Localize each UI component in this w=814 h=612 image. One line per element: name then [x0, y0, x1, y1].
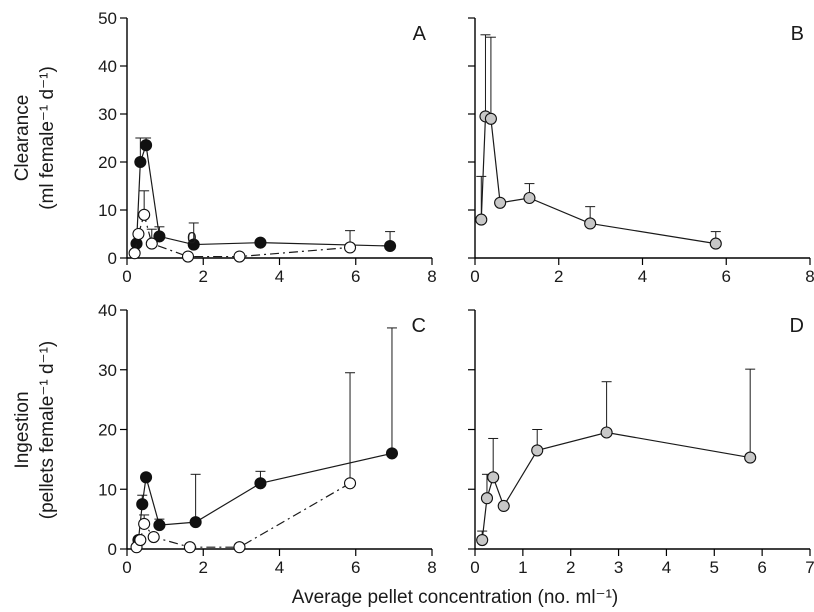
- data-point: [343, 241, 357, 254]
- ylabel-bottom: Ingestion: [12, 391, 33, 468]
- data-point: [494, 196, 507, 209]
- panel-b: 0 2 4 6 8 B: [468, 17, 814, 286]
- x-tick-label: 0: [122, 558, 131, 577]
- data-point: [600, 426, 613, 439]
- data-point: [233, 250, 246, 263]
- data-point: [384, 239, 397, 253]
- panel-letter-d: D: [790, 315, 804, 337]
- data-point: [254, 236, 267, 249]
- ylabel-bottom-group: Ingestion (pellets female⁻¹ d⁻¹): [12, 341, 58, 519]
- data-point: [254, 477, 267, 490]
- x-tick-label: 2: [554, 267, 563, 286]
- x-tick-label: 4: [662, 558, 671, 577]
- ylabel-top: Clearance: [12, 95, 33, 182]
- x-tick-label: 4: [275, 267, 284, 286]
- y-tick-label: 10: [98, 480, 117, 499]
- x-tick-label: 1: [518, 558, 527, 577]
- panel-d: 0 1 2 3 4 5 6 7 D: [468, 309, 814, 577]
- x-tick-label: 2: [566, 558, 575, 577]
- x-tick-label: 6: [351, 267, 360, 286]
- panel-c: 0 2 4 6 8 0 10 20 30 40 C: [98, 301, 437, 577]
- data-point: [153, 230, 166, 243]
- x-tick-label: 6: [722, 267, 731, 286]
- data-point: [145, 237, 158, 250]
- annotation-label: 0: [187, 229, 196, 248]
- data-point: [480, 492, 494, 505]
- ylabel-top-units: (ml female⁻¹ d⁻¹): [37, 66, 58, 210]
- x-tick-label: 8: [427, 267, 436, 286]
- x-tick-label: 5: [710, 558, 719, 577]
- x-tick-label: 8: [805, 267, 814, 286]
- data-point: [138, 208, 151, 221]
- x-tick-label: 6: [757, 558, 766, 577]
- data-point: [531, 444, 544, 457]
- panel-letter-c: C: [412, 315, 426, 337]
- y-tick-label: 30: [98, 361, 117, 380]
- data-point: [744, 451, 757, 464]
- x-tick-label: 0: [470, 267, 479, 286]
- data-point: [523, 191, 536, 205]
- data-point: [140, 471, 153, 484]
- data-point: [343, 477, 357, 490]
- x-axis-label: Average pellet concentration (no. ml⁻¹): [292, 587, 619, 608]
- series-line: [137, 452, 393, 541]
- data-point: [189, 516, 202, 529]
- data-point: [484, 112, 497, 125]
- y-tick-label: 0: [108, 540, 117, 559]
- data-point: [487, 471, 500, 484]
- y-tick-label: 30: [98, 105, 117, 124]
- data-point: [153, 519, 166, 532]
- panel-letter-b: B: [791, 23, 804, 45]
- ylabel-bottom-units: (pellets female⁻¹ d⁻¹): [37, 341, 58, 519]
- x-tick-label: 0: [122, 267, 131, 286]
- series-line: [134, 212, 351, 258]
- panel-letter-a: A: [413, 23, 427, 45]
- data-point: [233, 541, 246, 554]
- data-point: [187, 238, 200, 251]
- x-tick-label: 2: [199, 558, 208, 577]
- data-point: [136, 498, 149, 511]
- y-tick-label: 20: [98, 153, 117, 172]
- y-tick-label: 10: [98, 201, 117, 220]
- data-point: [475, 213, 488, 226]
- data-point: [181, 250, 195, 263]
- data-point: [497, 499, 510, 513]
- data-point: [385, 447, 399, 460]
- data-point: [183, 541, 196, 554]
- data-point: [476, 533, 489, 547]
- data-point: [584, 217, 597, 230]
- series-line: [480, 115, 716, 245]
- x-tick-label: 0: [470, 558, 479, 577]
- x-tick-label: 2: [199, 267, 208, 286]
- data-point: [128, 247, 141, 260]
- y-tick-label: 40: [98, 301, 117, 320]
- data-point: [709, 237, 722, 250]
- data-point: [132, 227, 145, 241]
- y-tick-label: 40: [98, 57, 117, 76]
- x-tick-label: 8: [427, 558, 436, 577]
- data-point: [138, 517, 151, 530]
- y-tick-label: 20: [98, 421, 117, 440]
- x-tick-label: 7: [805, 558, 814, 577]
- data-point: [147, 530, 160, 544]
- x-tick-label: 3: [614, 558, 623, 577]
- y-tick-label: 50: [98, 9, 117, 28]
- ylabel-top-group: Clearance (ml female⁻¹ d⁻¹): [12, 66, 58, 210]
- series-line: [481, 431, 751, 541]
- x-tick-label: 4: [275, 558, 284, 577]
- data-point: [134, 155, 147, 169]
- x-tick-label: 4: [638, 267, 647, 286]
- x-tick-label: 6: [351, 558, 360, 577]
- data-point: [134, 533, 147, 547]
- data-point: [130, 237, 143, 250]
- y-tick-label: 0: [108, 249, 117, 268]
- data-point: [140, 139, 153, 152]
